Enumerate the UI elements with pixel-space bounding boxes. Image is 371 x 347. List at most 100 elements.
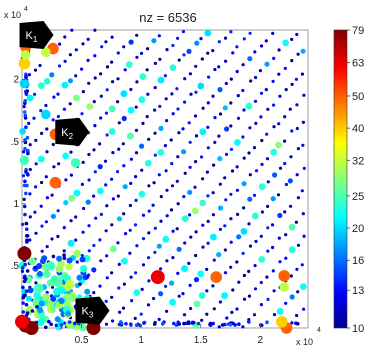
nonzero-point bbox=[153, 131, 157, 135]
nonzero-point bbox=[133, 289, 141, 296]
nonzero-point bbox=[248, 244, 253, 248]
colorbar-tick-label: 10 bbox=[352, 323, 364, 335]
nonzero-point bbox=[241, 325, 245, 329]
highlight-point bbox=[276, 316, 288, 328]
nonzero-point bbox=[271, 269, 275, 273]
nonzero-point bbox=[266, 249, 270, 253]
nonzero-point bbox=[295, 267, 299, 271]
nonzero-point bbox=[183, 171, 187, 175]
nonzero-point bbox=[194, 40, 200, 46]
highlight-point bbox=[17, 246, 32, 261]
nonzero-point bbox=[57, 64, 62, 68]
nonzero-point bbox=[152, 296, 156, 301]
nonzero-point bbox=[217, 156, 223, 162]
nonzero-point bbox=[30, 309, 35, 313]
nonzero-point bbox=[290, 59, 294, 63]
nonzero-point bbox=[40, 224, 44, 228]
nonzero-point bbox=[117, 262, 121, 266]
nonzero-point bbox=[87, 178, 91, 182]
nonzero-point bbox=[56, 234, 60, 239]
nonzero-point bbox=[252, 193, 257, 197]
nonzero-point bbox=[104, 111, 109, 115]
nonzero-point bbox=[260, 44, 264, 48]
highlight-point bbox=[18, 57, 31, 70]
nonzero-point bbox=[68, 194, 76, 202]
nonzero-point bbox=[259, 115, 263, 119]
highlight-point bbox=[279, 282, 290, 292]
nonzero-point bbox=[186, 48, 192, 55]
nonzero-point bbox=[247, 320, 251, 324]
nonzero-point bbox=[272, 313, 277, 317]
nonzero-point bbox=[176, 36, 180, 40]
nonzero-point bbox=[290, 321, 294, 325]
nonzero-point bbox=[164, 97, 168, 101]
nonzero-point bbox=[218, 112, 223, 116]
nonzero-point bbox=[62, 249, 66, 253]
nonzero-point bbox=[158, 125, 164, 131]
nonzero-point bbox=[45, 245, 49, 249]
nonzero-point bbox=[53, 287, 61, 296]
nonzero-point bbox=[211, 213, 215, 217]
nonzero-point bbox=[27, 121, 31, 125]
nonzero-point bbox=[139, 51, 144, 56]
nonzero-point bbox=[135, 80, 139, 84]
nonzero-point bbox=[199, 199, 207, 207]
nonzero-point bbox=[103, 159, 108, 163]
nonzero-point bbox=[171, 321, 176, 326]
nonzero-point bbox=[270, 196, 276, 202]
nonzero-point bbox=[36, 270, 43, 277]
nonzero-point bbox=[46, 305, 55, 314]
nonzero-point bbox=[201, 223, 205, 227]
nonzero-point bbox=[194, 230, 198, 234]
nonzero-point bbox=[39, 109, 43, 113]
nonzero-point bbox=[151, 38, 157, 44]
nonzero-point bbox=[69, 294, 77, 303]
nonzero-point bbox=[295, 32, 299, 37]
nonzero-point bbox=[128, 203, 132, 208]
nonzero-point bbox=[229, 30, 233, 34]
nonzero-point bbox=[73, 189, 81, 197]
nonzero-point bbox=[158, 291, 164, 297]
nonzero-point bbox=[176, 202, 180, 206]
nonzero-point bbox=[81, 230, 85, 234]
nonzero-point bbox=[69, 150, 73, 154]
nonzero-point bbox=[54, 323, 59, 328]
nonzero-point bbox=[22, 150, 26, 154]
nonzero-point bbox=[145, 68, 149, 72]
nonzero-point bbox=[284, 301, 288, 305]
nonzero-point bbox=[25, 311, 30, 315]
nonzero-point bbox=[104, 183, 108, 187]
nonzero-point bbox=[34, 281, 38, 285]
nonzero-point bbox=[302, 307, 306, 311]
y-tick-label: .5 bbox=[11, 137, 20, 148]
nonzero-point bbox=[20, 269, 24, 273]
nonzero-point bbox=[24, 302, 29, 307]
nonzero-point bbox=[58, 298, 65, 304]
highlight-point bbox=[49, 176, 62, 189]
nonzero-point bbox=[235, 69, 239, 74]
highlight-point bbox=[53, 277, 63, 287]
nonzero-point bbox=[99, 259, 103, 263]
nonzero-point bbox=[176, 107, 180, 111]
nonzero-point bbox=[211, 49, 215, 53]
nonzero-point bbox=[62, 226, 66, 230]
nonzero-point bbox=[99, 94, 103, 98]
nonzero-point bbox=[229, 240, 233, 244]
nonzero-point bbox=[65, 262, 73, 271]
nonzero-point bbox=[33, 92, 37, 96]
nonzero-point bbox=[93, 124, 97, 128]
nonzero-point bbox=[87, 81, 91, 85]
nonzero-point bbox=[170, 92, 174, 96]
nonzero-point bbox=[108, 105, 116, 113]
nonzero-point bbox=[68, 102, 72, 106]
nonzero-point bbox=[80, 112, 84, 116]
nonzero-point bbox=[288, 107, 292, 111]
nonzero-point bbox=[153, 86, 157, 90]
nonzero-point bbox=[141, 263, 146, 267]
nonzero-point bbox=[176, 246, 182, 252]
nonzero-point bbox=[25, 227, 29, 231]
nonzero-point bbox=[134, 175, 138, 179]
nonzero-point bbox=[135, 55, 139, 59]
nonzero-point bbox=[59, 323, 64, 327]
nonzero-point bbox=[242, 273, 246, 278]
